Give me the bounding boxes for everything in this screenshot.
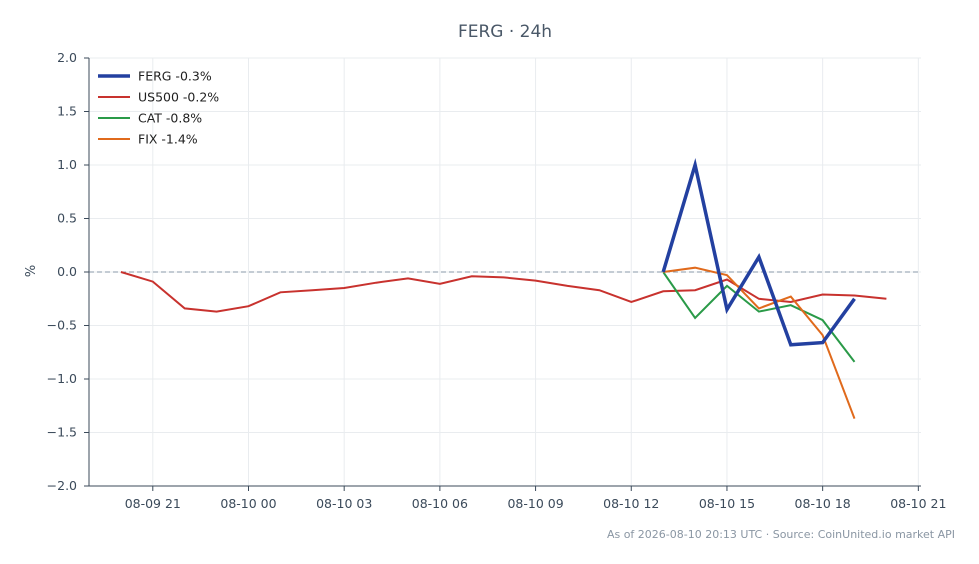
series-line-cat xyxy=(662,271,856,363)
y-tick-label: −0.5 xyxy=(47,318,77,333)
y-tick-label: 0.5 xyxy=(57,211,77,226)
y-tick-label: 2.0 xyxy=(57,50,77,65)
x-axis: 08-09 21 08-10 00 08-10 03 08-10 06 08-10 09… xyxy=(89,485,946,511)
series-line-fix xyxy=(663,266,856,419)
x-tick-label: 08-10 00 xyxy=(220,496,276,511)
legend-label-ferg: FERG -0.3% xyxy=(138,69,212,84)
x-tick-label: 08-10 15 xyxy=(699,496,755,511)
plot-series xyxy=(120,158,887,419)
y-tick-label: 1.0 xyxy=(57,157,77,172)
y-tick-label: 0.0 xyxy=(57,264,77,279)
y-tick-label: −1.0 xyxy=(47,371,77,386)
x-tick-label: 08-10 03 xyxy=(316,496,372,511)
legend-label-cat: CAT -0.8% xyxy=(138,111,202,126)
series-line-us500 xyxy=(120,271,887,313)
series-line-ferg xyxy=(661,158,856,347)
x-tick-label: 08-10 06 xyxy=(412,496,468,511)
legend-label-us500: US500 -0.2% xyxy=(138,90,219,105)
legend-label-fix: FIX -1.4% xyxy=(138,132,198,147)
x-tick-label: 08-10 12 xyxy=(603,496,659,511)
y-tick-label: −1.5 xyxy=(47,425,77,440)
y-axis: 2.0 1.5 1.0 0.5 0.0 −0.5 −1.0 −1.5 −2.0 xyxy=(47,50,90,493)
legend: FERG -0.3% US500 -0.2% CAT -0.8% FIX -1.4% xyxy=(98,69,219,147)
chart-title: FERG · 24h xyxy=(458,22,552,42)
x-tick-label: 08-10 21 xyxy=(890,496,946,511)
footer-source-note: As of 2026-08-10 20:13 UTC · Source: Coi… xyxy=(607,528,955,541)
y-tick-label: −2.0 xyxy=(47,478,77,493)
x-tick-label: 08-10 18 xyxy=(795,496,851,511)
x-tick-label: 08-10 09 xyxy=(507,496,563,511)
y-tick-label: 1.5 xyxy=(57,104,77,119)
x-tick-label: 08-09 21 xyxy=(125,496,181,511)
y-axis-label: % xyxy=(24,265,39,277)
